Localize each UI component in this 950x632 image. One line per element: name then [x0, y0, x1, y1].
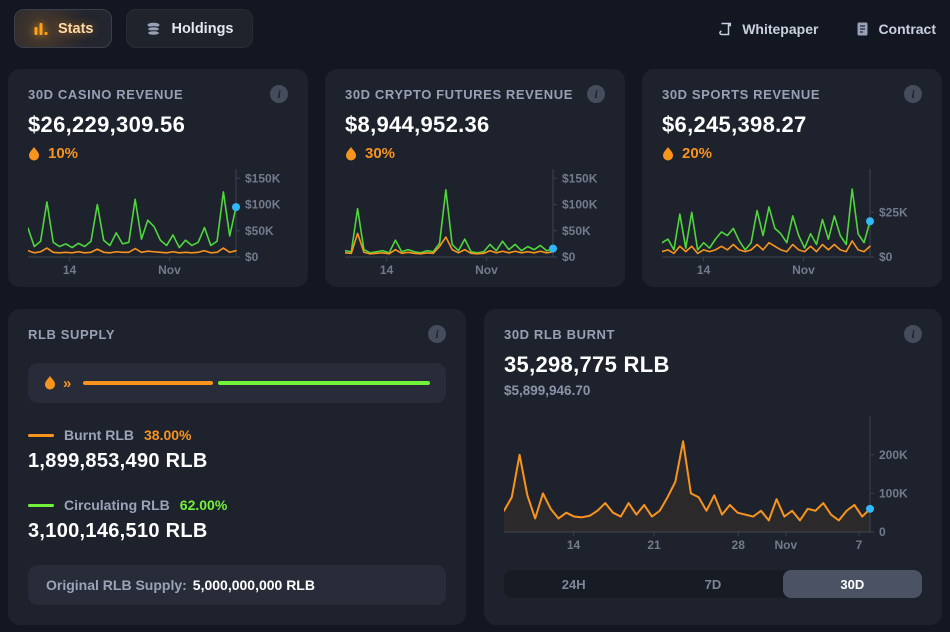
burnt-legend: Burnt RLB 38.00%: [28, 427, 446, 443]
range-selector: 24H 7D 30D: [504, 570, 922, 598]
futures-revenue-card: 30D CRYPTO FUTURES REVENUE i $8,944,952.…: [325, 69, 625, 287]
svg-text:$100K: $100K: [562, 198, 598, 212]
svg-text:200K: 200K: [879, 448, 908, 462]
original-supply-value: 5,000,000,000 RLB: [192, 577, 315, 593]
svg-text:$0: $0: [879, 250, 893, 264]
rlb-burnt-card: 30D RLB BURNT i 35,298,775 RLB $5,899,94…: [484, 309, 942, 625]
svg-text:100K: 100K: [879, 486, 908, 500]
burnt-usd-value: $5,899,946.70: [504, 383, 591, 398]
futures-delta: 30%: [345, 145, 605, 162]
svg-text:$150K: $150K: [562, 171, 598, 185]
supply-bar-track: [83, 381, 430, 385]
circulating-legend: Circulating RLB 62.00%: [28, 497, 446, 513]
card-title: 30D RLB BURNT: [504, 326, 616, 342]
casino-delta: 10%: [28, 145, 288, 162]
flame-icon: [346, 146, 356, 160]
tab-stats-label: Stats: [58, 20, 94, 37]
futures-revenue-value: $8,944,952.36: [345, 112, 490, 137]
burnt-pct: 38.00%: [144, 427, 192, 443]
svg-text:$0: $0: [562, 250, 576, 264]
svg-text:Nov: Nov: [475, 263, 498, 277]
info-icon[interactable]: i: [587, 85, 605, 103]
svg-text:$150K: $150K: [245, 171, 281, 185]
revenue-cards-row: 30D CASINO REVENUE i $26,229,309.56 10% …: [8, 69, 942, 287]
burnt-rlb-value: 1,899,853,490 RLB: [28, 450, 208, 472]
info-icon[interactable]: i: [904, 85, 922, 103]
range-30d-button[interactable]: 30D: [782, 570, 922, 598]
burnt-label: Burnt RLB: [64, 427, 134, 443]
casino-delta-pct: 10%: [48, 145, 79, 162]
contract-label: Contract: [878, 20, 936, 37]
svg-text:0: 0: [879, 525, 886, 539]
casino-chart[interactable]: $150K $100K $50K $0 14 Nov: [28, 167, 288, 281]
range-24h-button[interactable]: 24H: [504, 570, 643, 598]
supply-progress: »: [28, 363, 446, 403]
svg-text:$25K: $25K: [879, 205, 908, 219]
contract-file-icon: [857, 22, 868, 35]
burnt-bar-segment: [83, 381, 214, 385]
contract-button[interactable]: Contract: [856, 21, 936, 37]
circulating-rlb-value: 3,100,146,510 RLB: [28, 520, 208, 542]
original-supply-label: Original RLB Supply:: [46, 577, 187, 593]
svg-text:14: 14: [63, 263, 77, 277]
svg-text:21: 21: [647, 538, 661, 552]
card-title: RLB SUPPLY: [28, 326, 116, 342]
card-title: 30D CASINO REVENUE: [28, 86, 184, 102]
chevrons-icon: »: [63, 374, 72, 392]
card-title: 30D SPORTS REVENUE: [662, 86, 821, 102]
whitepaper-label: Whitepaper: [742, 20, 819, 37]
circulating-swatch: [28, 503, 54, 507]
svg-text:7: 7: [856, 538, 863, 552]
casino-revenue-value: $26,229,309.56: [28, 112, 186, 137]
sports-revenue-value: $6,245,398.27: [662, 112, 807, 137]
sports-delta: 20%: [662, 145, 922, 162]
info-icon[interactable]: i: [270, 85, 288, 103]
card-title: 30D CRYPTO FUTURES REVENUE: [345, 86, 573, 102]
casino-revenue-card: 30D CASINO REVENUE i $26,229,309.56 10% …: [8, 69, 308, 287]
futures-delta-pct: 30%: [365, 145, 396, 162]
svg-text:28: 28: [732, 538, 746, 552]
svg-text:Nov: Nov: [792, 263, 815, 277]
tab-stats[interactable]: Stats: [14, 9, 113, 48]
circulating-bar-segment: [218, 381, 430, 385]
flame-icon: [29, 146, 39, 160]
info-icon[interactable]: i: [904, 325, 922, 343]
info-icon[interactable]: i: [428, 325, 446, 343]
burnt-total-value: 35,298,775 RLB: [504, 352, 670, 377]
burnt-swatch: [28, 433, 54, 437]
svg-text:14: 14: [567, 538, 581, 552]
top-nav: Stats Holdings Whitepaper: [0, 0, 950, 56]
tab-holdings-label: Holdings: [171, 20, 234, 37]
svg-text:Nov: Nov: [158, 263, 181, 277]
futures-chart[interactable]: $150K $100K $50K $0 14 Nov: [345, 167, 605, 281]
svg-text:$50K: $50K: [245, 224, 274, 238]
scroll-icon: [719, 22, 732, 35]
flame-icon: [45, 376, 55, 390]
sports-revenue-card: 30D SPORTS REVENUE i $6,245,398.27 20% $…: [642, 69, 942, 287]
supply-row: RLB SUPPLY i » Burnt RLB 38.00% 1,899,85…: [8, 309, 942, 625]
flame-icon: [663, 146, 673, 160]
circulating-pct: 62.00%: [179, 497, 228, 513]
svg-text:14: 14: [380, 263, 394, 277]
range-7d-button[interactable]: 7D: [643, 570, 782, 598]
svg-text:$100K: $100K: [245, 198, 281, 212]
sports-delta-pct: 20%: [682, 145, 713, 162]
bar-chart-icon: [34, 22, 48, 35]
view-tabs: Stats Holdings: [14, 9, 253, 48]
rlb-supply-card: RLB SUPPLY i » Burnt RLB 38.00% 1,899,85…: [8, 309, 466, 625]
svg-text:$0: $0: [245, 250, 259, 264]
doc-links: Whitepaper Contract: [718, 21, 936, 37]
circulating-label: Circulating RLB: [64, 497, 170, 513]
svg-text:14: 14: [697, 263, 711, 277]
original-supply-panel: Original RLB Supply: 5,000,000,000 RLB: [28, 565, 446, 605]
tab-holdings[interactable]: Holdings: [126, 9, 253, 48]
coins-stack-icon: [147, 22, 161, 36]
burnt-chart[interactable]: 200K 100K 0 14 21 28 Nov 7: [504, 414, 922, 556]
sports-chart[interactable]: $25K $0 14 Nov: [662, 167, 922, 281]
svg-text:Nov: Nov: [774, 538, 797, 552]
whitepaper-button[interactable]: Whitepaper: [718, 21, 818, 37]
svg-text:$50K: $50K: [562, 224, 591, 238]
